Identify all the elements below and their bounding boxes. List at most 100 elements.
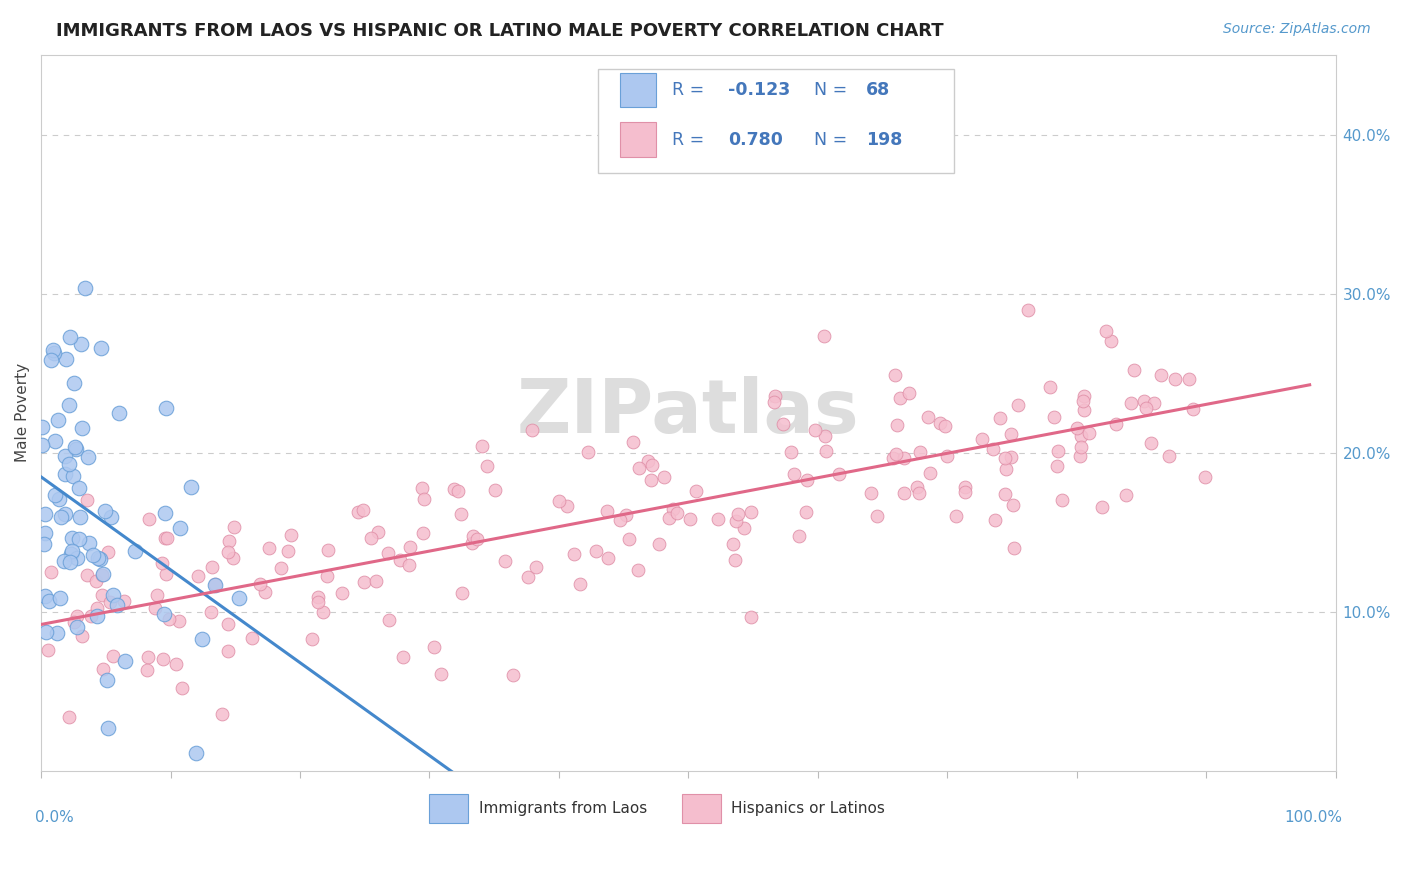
Point — [1181, 402, 1204, 417]
Text: 0.780: 0.780 — [728, 130, 783, 149]
Point — [517, 570, 540, 584]
Point — [465, 533, 488, 547]
Point — [254, 584, 277, 599]
Point — [91, 566, 114, 581]
Point — [1000, 450, 1022, 464]
Point — [315, 568, 337, 582]
Point — [82, 548, 104, 562]
Point — [55, 351, 77, 366]
Point — [568, 577, 591, 591]
Point — [367, 524, 389, 539]
Point — [42, 345, 65, 359]
Point — [38, 594, 60, 608]
Point — [155, 506, 177, 520]
Point — [596, 550, 619, 565]
Point — [84, 574, 107, 589]
Point — [727, 508, 749, 522]
Point — [152, 651, 174, 665]
Point — [153, 531, 176, 545]
Point — [169, 614, 191, 628]
Point — [186, 746, 208, 760]
Point — [1099, 334, 1122, 348]
Point — [772, 417, 794, 431]
Point — [360, 531, 382, 545]
Text: 0.0%: 0.0% — [35, 810, 73, 825]
Point — [218, 533, 240, 548]
Point — [70, 629, 93, 643]
Point — [555, 499, 578, 513]
Point — [908, 486, 931, 500]
Point — [41, 352, 63, 367]
Point — [621, 435, 644, 450]
Point — [886, 417, 908, 432]
Point — [257, 541, 280, 556]
Point — [1017, 303, 1039, 318]
Point — [1140, 435, 1163, 450]
Text: 198: 198 — [866, 130, 903, 149]
Point — [585, 544, 607, 558]
Point — [53, 507, 76, 521]
Point — [398, 558, 420, 573]
Point — [307, 590, 329, 604]
Point — [124, 544, 146, 558]
Point — [920, 467, 942, 481]
Point — [562, 547, 585, 561]
Point — [1150, 368, 1173, 382]
Point — [463, 528, 485, 542]
Point — [86, 601, 108, 615]
Point — [443, 482, 465, 496]
Point — [100, 595, 122, 609]
Point — [180, 479, 202, 493]
Point — [157, 612, 180, 626]
Point — [87, 551, 110, 566]
Point — [866, 508, 889, 523]
Point — [91, 662, 114, 676]
Point — [1132, 393, 1154, 408]
Point — [1073, 389, 1095, 403]
Point — [136, 649, 159, 664]
Point — [155, 566, 177, 581]
Point — [733, 521, 755, 535]
Point — [270, 561, 292, 575]
Point — [69, 533, 91, 547]
Point — [155, 401, 177, 415]
Point — [67, 481, 90, 495]
Point — [388, 553, 411, 567]
Point — [307, 595, 329, 609]
Point — [32, 537, 55, 551]
Point — [679, 512, 702, 526]
Point — [1042, 410, 1064, 425]
Point — [762, 395, 785, 409]
Point — [828, 467, 851, 482]
Point — [609, 513, 631, 527]
Point — [44, 488, 66, 502]
Point — [763, 389, 786, 403]
Point — [53, 467, 76, 482]
Point — [412, 525, 434, 540]
Point — [76, 568, 98, 582]
Point — [41, 566, 63, 580]
Point — [994, 486, 1017, 500]
Point — [1143, 396, 1166, 410]
Point — [1071, 394, 1094, 409]
Point — [1135, 401, 1157, 416]
Point — [640, 473, 662, 487]
Point — [352, 503, 374, 517]
Point — [105, 598, 128, 612]
Point — [201, 559, 224, 574]
Point — [1078, 426, 1101, 441]
Point — [86, 608, 108, 623]
Point — [627, 563, 650, 577]
Point — [66, 620, 89, 634]
Point — [994, 461, 1017, 475]
Point — [97, 545, 120, 559]
Point — [346, 505, 368, 519]
Point — [883, 368, 905, 382]
Point — [984, 513, 1007, 527]
Point — [411, 481, 433, 495]
Point — [654, 470, 676, 484]
Point — [1002, 498, 1025, 512]
Point — [882, 451, 904, 466]
Point — [993, 450, 1015, 465]
Point — [112, 594, 135, 608]
